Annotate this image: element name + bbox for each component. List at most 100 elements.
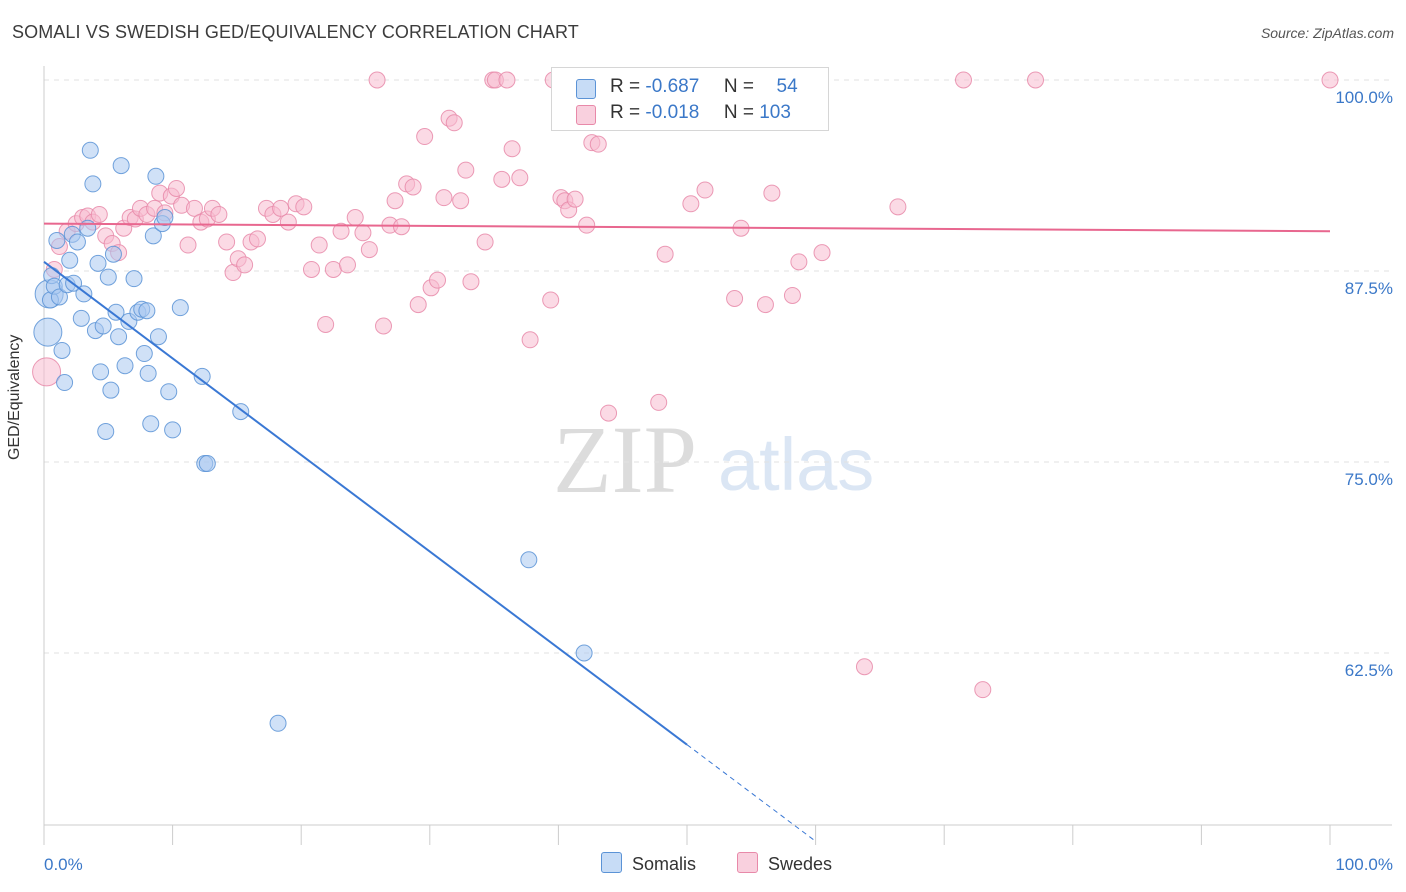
swedes-point xyxy=(457,161,475,179)
axes xyxy=(43,66,1392,845)
swedes-point xyxy=(498,71,516,89)
swedes-point xyxy=(386,192,404,210)
somalis-point xyxy=(144,227,162,245)
somalis-point xyxy=(575,644,593,662)
somalis-point xyxy=(164,421,182,439)
y-tick-label: 62.5% xyxy=(1345,661,1393,680)
swedes-point xyxy=(452,192,470,210)
swedes-point xyxy=(435,189,453,207)
swedes-point xyxy=(317,315,335,333)
somalis-point xyxy=(156,209,174,227)
somalis-point xyxy=(107,303,125,321)
watermark-zip: ZIP xyxy=(553,406,697,513)
y-tick-label: 100.0% xyxy=(1335,88,1393,107)
swedes-point xyxy=(790,253,808,271)
swedes-point xyxy=(218,233,236,251)
x-tick-label: 100.0% xyxy=(1335,855,1393,874)
somalis-point xyxy=(116,357,134,375)
swedes-point xyxy=(511,169,529,187)
swedes-point xyxy=(726,290,744,308)
swedes-point xyxy=(445,114,463,132)
somalis-point xyxy=(138,302,156,320)
legend-somalis-label: Somalis xyxy=(632,854,697,874)
swedes-point xyxy=(302,260,320,278)
somalis-point xyxy=(160,383,178,401)
swedes-point xyxy=(409,296,427,314)
somalis-swatch xyxy=(601,852,622,873)
swedes-point xyxy=(236,256,254,274)
legend-swedes: Swedes xyxy=(737,852,832,875)
swedes-swatch xyxy=(737,852,758,873)
swedes-point xyxy=(600,404,618,422)
swedes-point xyxy=(32,357,62,387)
swedes-point xyxy=(682,195,700,213)
swedes-point xyxy=(248,230,266,248)
somalis-point xyxy=(33,317,63,347)
swedes-point xyxy=(90,205,108,223)
trend-lines xyxy=(43,222,1331,842)
chart-title: SOMALI VS SWEDISH GED/EQUIVALENCY CORREL… xyxy=(12,22,579,42)
somalis-point xyxy=(53,341,71,359)
swedes-point xyxy=(375,317,393,335)
somalis-point xyxy=(92,363,110,381)
swedes-point xyxy=(179,236,197,254)
somalis-point xyxy=(81,141,99,159)
swedes-point xyxy=(416,128,434,146)
somalis-points xyxy=(33,141,593,732)
swedes-point xyxy=(210,205,228,223)
somalis-point xyxy=(125,270,143,288)
swedes-point xyxy=(503,140,521,158)
somalis-point xyxy=(97,422,115,440)
somalis-point xyxy=(171,299,189,317)
grid-lines xyxy=(44,79,1392,654)
swedes-point xyxy=(756,296,774,314)
legend-swedes-label: Swedes xyxy=(768,854,833,874)
somalis-point xyxy=(50,288,68,306)
somalis-point xyxy=(48,231,66,249)
r-label: R = xyxy=(610,76,641,97)
swedes-point xyxy=(185,199,203,217)
legend-somalis: Somalis xyxy=(601,852,696,875)
swedes-point xyxy=(889,198,907,216)
r-label: R = xyxy=(610,102,641,123)
swedes-point xyxy=(324,260,342,278)
somalis-point xyxy=(149,328,167,346)
swedes-point xyxy=(332,222,350,240)
watermark: ZIP atlas xyxy=(553,406,874,513)
swedes-point xyxy=(656,245,674,263)
somalis-point xyxy=(72,309,90,327)
swedes-point xyxy=(763,184,781,202)
swedes-point xyxy=(404,178,422,196)
somalis-point xyxy=(135,345,153,363)
somalis-trend-extension xyxy=(686,744,816,842)
swedes-point xyxy=(650,393,668,411)
swedes-point xyxy=(462,273,480,291)
y-tick-label: 75.0% xyxy=(1345,470,1393,489)
swedes-point xyxy=(1027,71,1045,89)
swedes-point xyxy=(429,271,447,289)
swedes-point xyxy=(696,181,714,199)
swedes-point xyxy=(295,198,313,216)
swedes-point xyxy=(954,71,972,89)
swedes-point xyxy=(272,199,290,217)
swedes-point xyxy=(783,286,801,304)
somalis-point xyxy=(84,175,102,193)
somalis-point xyxy=(89,254,107,272)
y-tick-label: 87.5% xyxy=(1345,279,1393,298)
tick-labels: 100.0% 87.5% 75.0% 62.5% 0.0% 100.0% xyxy=(44,88,1393,874)
somalis-point xyxy=(61,251,79,269)
somalis-point xyxy=(520,551,538,569)
swedes-point xyxy=(167,179,185,197)
somalis-point xyxy=(112,157,130,175)
swedes-point xyxy=(368,71,386,89)
somalis-point xyxy=(56,374,74,392)
swedes-point xyxy=(855,658,873,676)
somalis-point xyxy=(269,714,287,732)
n-label: N = xyxy=(723,76,754,97)
correlation-legend: R = -0.687 N = 54 R = -0.018 N = 103 xyxy=(551,67,829,131)
source-label: Source: ZipAtlas.com xyxy=(1260,25,1394,41)
swedes-point xyxy=(578,216,596,234)
n-value: 103 xyxy=(759,102,791,123)
somalis-point xyxy=(79,219,97,237)
